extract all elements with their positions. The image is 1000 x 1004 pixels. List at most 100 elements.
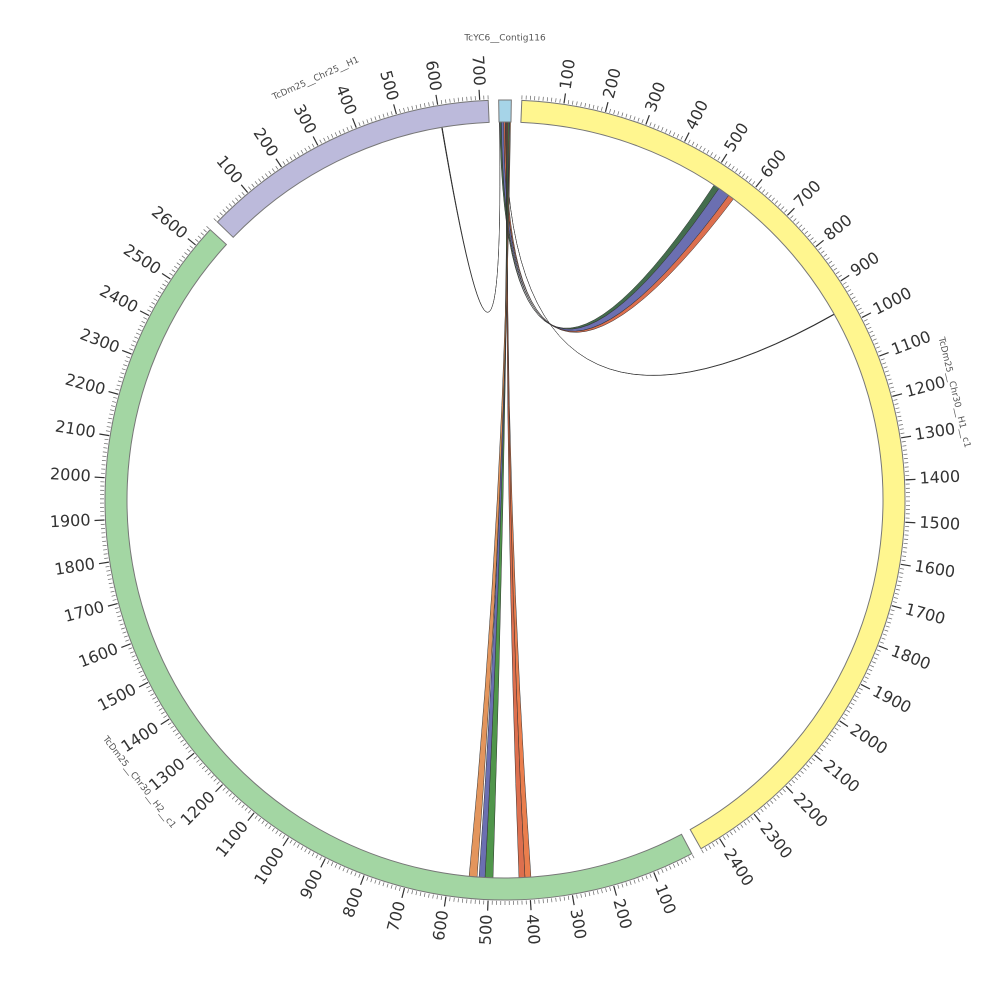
minor-tick bbox=[424, 103, 425, 107]
major-tick bbox=[879, 646, 888, 650]
minor-tick bbox=[269, 826, 271, 829]
minor-tick bbox=[581, 894, 582, 898]
segment-name: TcYC6__Contig116 bbox=[463, 34, 546, 44]
minor-tick bbox=[371, 118, 372, 122]
minor-tick bbox=[152, 302, 155, 304]
minor-tick bbox=[780, 792, 783, 795]
minor-tick bbox=[103, 448, 107, 449]
minor-tick bbox=[109, 414, 113, 415]
minor-tick bbox=[168, 723, 171, 725]
minor-tick bbox=[874, 658, 878, 660]
minor-tick bbox=[898, 420, 902, 421]
minor-tick bbox=[898, 581, 902, 582]
minor-tick bbox=[716, 841, 718, 844]
minor-tick bbox=[160, 288, 163, 290]
major-tick bbox=[840, 721, 848, 727]
minor-tick bbox=[872, 662, 876, 664]
minor-tick bbox=[842, 717, 845, 719]
minor-tick bbox=[897, 585, 901, 586]
minor-tick bbox=[424, 893, 425, 897]
minor-tick bbox=[775, 201, 778, 204]
minor-tick bbox=[638, 878, 639, 882]
tick-label: 400 bbox=[523, 914, 544, 946]
minor-tick bbox=[110, 410, 114, 411]
minor-tick bbox=[761, 809, 764, 812]
minor-tick bbox=[117, 616, 121, 617]
minor-tick bbox=[112, 401, 116, 402]
minor-tick bbox=[107, 427, 111, 428]
minor-tick bbox=[902, 556, 906, 557]
minor-tick bbox=[875, 343, 879, 345]
minor-tick bbox=[714, 155, 716, 158]
minor-tick bbox=[379, 115, 380, 119]
minor-tick bbox=[746, 176, 748, 179]
major-tick bbox=[162, 273, 170, 279]
minor-tick bbox=[793, 219, 796, 222]
minor-tick bbox=[662, 127, 664, 131]
minor-tick bbox=[867, 673, 871, 675]
tick-label: 400 bbox=[332, 82, 361, 117]
major-tick bbox=[436, 95, 438, 105]
minor-tick bbox=[248, 187, 251, 190]
minor-tick bbox=[205, 769, 208, 772]
minor-tick bbox=[577, 895, 578, 899]
major-tick bbox=[614, 886, 617, 896]
minor-tick bbox=[165, 280, 168, 282]
minor-tick bbox=[813, 241, 816, 244]
minor-tick bbox=[610, 109, 611, 113]
minor-tick bbox=[339, 866, 341, 870]
minor-tick bbox=[226, 791, 229, 794]
minor-tick bbox=[817, 752, 820, 755]
minor-tick bbox=[445, 99, 446, 103]
tick-label: 2100 bbox=[820, 756, 864, 797]
minor-tick bbox=[177, 263, 180, 265]
tick-label: 500 bbox=[720, 119, 752, 155]
minor-tick bbox=[229, 793, 232, 796]
minor-tick bbox=[885, 371, 889, 372]
minor-tick bbox=[568, 896, 569, 900]
minor-tick bbox=[585, 103, 586, 107]
minor-tick bbox=[556, 98, 557, 102]
minor-tick bbox=[111, 406, 115, 407]
minor-tick bbox=[858, 308, 862, 310]
minor-tick bbox=[343, 867, 345, 871]
minor-tick bbox=[597, 106, 598, 110]
minor-tick bbox=[585, 893, 586, 897]
minor-tick bbox=[692, 855, 694, 859]
major-tick bbox=[122, 350, 131, 354]
tick-label: 1100 bbox=[889, 327, 934, 359]
major-tick bbox=[756, 179, 762, 187]
tick-label: 1400 bbox=[118, 718, 162, 756]
minor-tick bbox=[789, 783, 792, 786]
minor-tick bbox=[764, 806, 767, 809]
minor-tick bbox=[399, 887, 400, 891]
minor-tick bbox=[375, 116, 376, 120]
minor-tick bbox=[837, 724, 840, 726]
minor-tick bbox=[136, 333, 140, 335]
minor-tick bbox=[320, 857, 322, 861]
minor-tick bbox=[294, 842, 296, 845]
minor-tick bbox=[108, 579, 112, 580]
minor-tick bbox=[201, 233, 204, 236]
minor-tick bbox=[832, 731, 835, 733]
minor-tick bbox=[179, 259, 182, 261]
minor-tick bbox=[597, 890, 598, 894]
minor-tick bbox=[709, 845, 711, 848]
minor-tick bbox=[849, 707, 852, 709]
minor-tick bbox=[759, 187, 762, 190]
tick-label: 2200 bbox=[790, 789, 832, 831]
tick-label: 600 bbox=[756, 146, 790, 182]
minor-tick bbox=[109, 583, 113, 584]
major-tick bbox=[139, 682, 148, 687]
minor-tick bbox=[395, 886, 396, 890]
minor-tick bbox=[876, 347, 880, 349]
minor-tick bbox=[868, 327, 872, 329]
minor-tick bbox=[312, 853, 314, 857]
tick-label: 100 bbox=[213, 152, 247, 188]
minor-tick bbox=[859, 688, 863, 690]
tick-label: 2200 bbox=[63, 370, 107, 399]
tick-label: 200 bbox=[250, 124, 283, 160]
tick-label: 1700 bbox=[62, 597, 106, 626]
minor-tick bbox=[258, 179, 260, 182]
tick-label: 2500 bbox=[120, 240, 164, 278]
